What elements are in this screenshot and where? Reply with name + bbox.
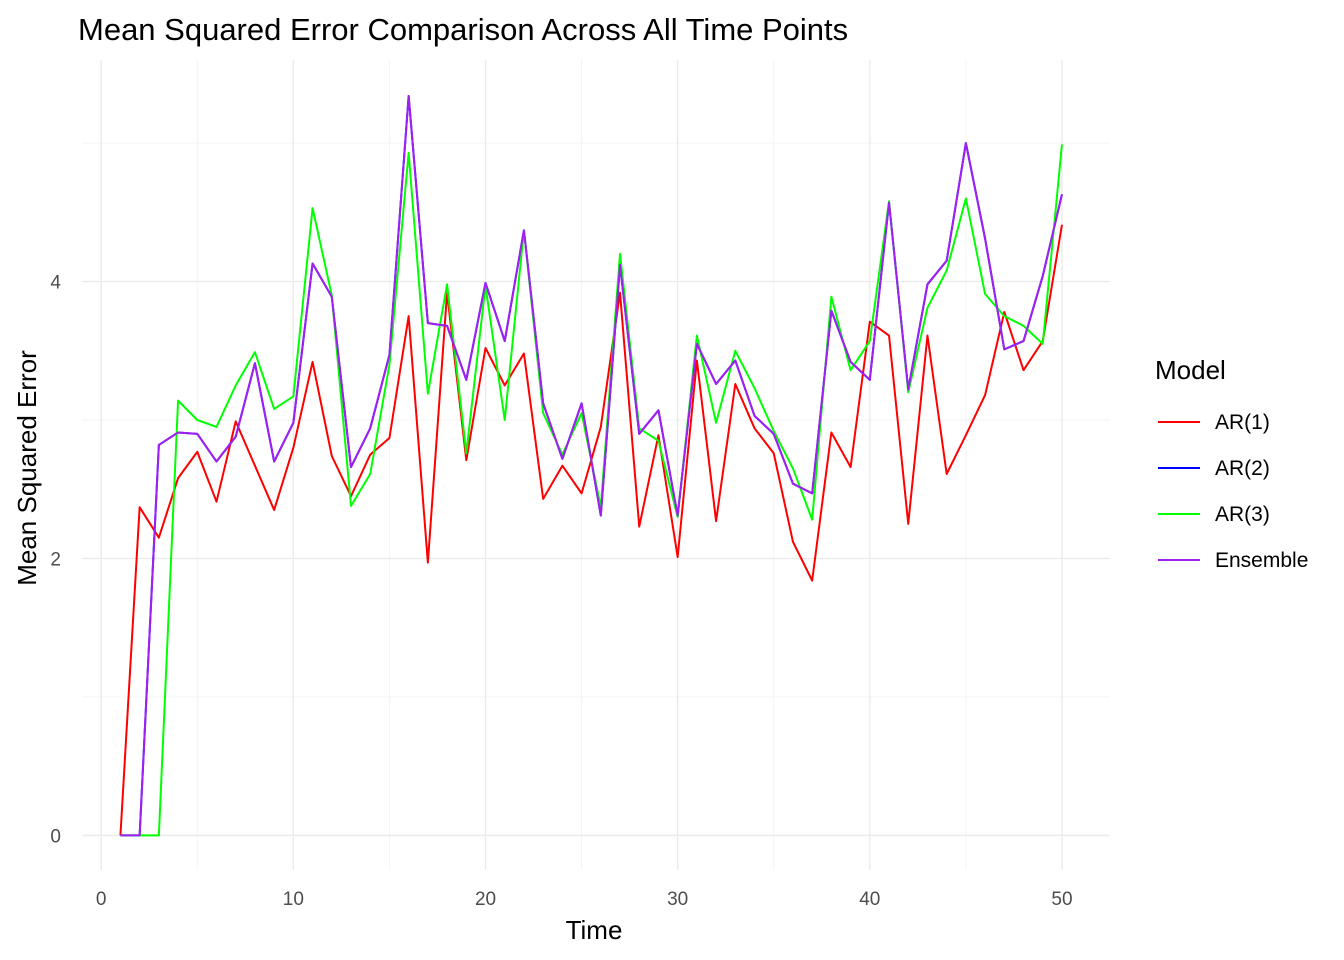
- grid-lines: [82, 60, 1110, 870]
- series-lines: [119, 95, 1063, 837]
- legend-label: AR(3): [1215, 503, 1270, 526]
- series-line-ensemble: [120, 95, 1063, 837]
- legend-label: AR(2): [1215, 457, 1270, 480]
- y-axis-title: Mean Squared Error: [12, 350, 42, 586]
- legend-item: AR(3): [1158, 503, 1270, 526]
- legend-label: Ensemble: [1215, 549, 1308, 572]
- x-tick-label: 50: [1051, 889, 1072, 910]
- legend-item: Ensemble: [1158, 549, 1308, 572]
- x-tick-label: 0: [96, 889, 107, 910]
- y-axis-tick-labels: 0 2 4: [50, 273, 61, 848]
- x-tick-label: 20: [475, 889, 496, 910]
- x-axis-title: Time: [566, 915, 623, 945]
- legend-title: Model: [1155, 355, 1226, 385]
- y-tick-label: 0: [50, 826, 61, 847]
- x-tick-label: 30: [667, 889, 688, 910]
- x-tick-label: 10: [283, 889, 304, 910]
- chart-title: Mean Squared Error Comparison Across All…: [78, 12, 848, 47]
- legend-label: AR(1): [1215, 411, 1270, 434]
- legend-items: AR(1) AR(2) AR(3) Ensemble: [1158, 411, 1308, 572]
- series-line-ar-3: [120, 144, 1063, 837]
- y-tick-label: 2: [50, 549, 61, 570]
- legend-item: AR(1): [1158, 411, 1270, 434]
- x-axis-tick-labels: 0 10 20 30 40 50: [96, 889, 1073, 910]
- x-tick-label: 40: [859, 889, 880, 910]
- legend-item: AR(2): [1158, 457, 1270, 480]
- legend: Model AR(1) AR(2) AR(3) Ensemble: [1155, 355, 1308, 572]
- y-tick-label: 4: [50, 273, 61, 294]
- series-line-ar-2: [120, 95, 1063, 837]
